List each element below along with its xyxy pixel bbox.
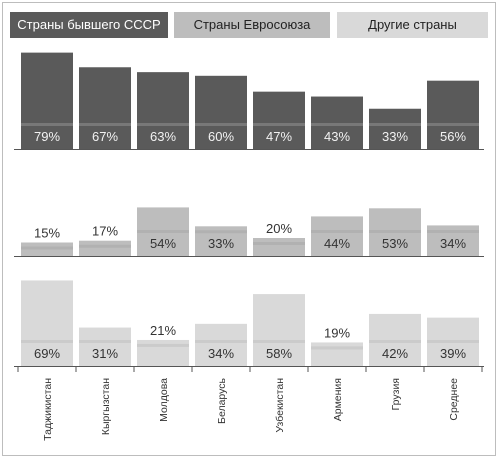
bar-cis-4	[195, 75, 247, 149]
value-label-cis-6: 43%	[324, 129, 350, 144]
value-label-eu-7: 53%	[382, 236, 408, 251]
bar-shading-eu-8	[427, 230, 479, 233]
legend-item-other: Другие страны	[337, 12, 488, 38]
bar-shading-other-6	[311, 346, 363, 350]
category-label-5: Узбекистан	[274, 378, 286, 433]
bar-eu-5	[253, 238, 305, 256]
bar-cis-3	[137, 72, 189, 149]
value-label-cis-4: 60%	[208, 129, 234, 144]
bar-shading-eu-2	[79, 244, 131, 248]
value-label-eu-5: 20%	[266, 221, 292, 236]
bar-cis-8	[427, 80, 479, 149]
bar-shading-other-8	[427, 340, 479, 343]
bar-cis-5	[253, 91, 305, 149]
value-label-other-7: 42%	[382, 346, 408, 361]
category-label-3: Молдова	[158, 378, 170, 422]
value-label-other-1: 69%	[34, 346, 60, 361]
bar-shading-eu-6	[311, 230, 363, 233]
value-label-cis-2: 67%	[92, 129, 118, 144]
bar-shading-eu-3	[137, 230, 189, 233]
value-label-other-3: 21%	[150, 323, 176, 338]
value-label-other-8: 39%	[440, 346, 466, 361]
value-label-cis-7: 33%	[382, 129, 408, 144]
bar-shading-cis-2	[79, 123, 131, 126]
value-label-cis-8: 56%	[440, 129, 466, 144]
bar-shading-other-1	[21, 340, 73, 343]
bar-shading-cis-8	[427, 123, 479, 126]
value-label-eu-4: 33%	[208, 236, 234, 251]
bar-other-2	[79, 327, 131, 366]
legend-item-eu: Страны Евросоюза	[174, 12, 330, 38]
bar-shading-eu-4	[195, 230, 247, 234]
category-label-4: Беларусь	[216, 377, 228, 423]
category-label-2: Кыргызстан	[100, 378, 112, 435]
value-label-eu-2: 17%	[92, 224, 118, 239]
bar-shading-cis-6	[311, 123, 363, 126]
bar-eu-6	[311, 216, 363, 256]
legend-item-cis: Страны бывшего СССР	[10, 12, 168, 38]
bar-other-3	[137, 339, 189, 366]
bar-shading-cis-7	[369, 123, 421, 126]
value-label-other-2: 31%	[92, 346, 118, 361]
value-label-eu-8: 34%	[440, 236, 466, 251]
bar-shading-other-3	[137, 343, 189, 347]
bar-shading-cis-4	[195, 123, 247, 126]
bar-shading-cis-3	[137, 123, 189, 126]
bar-cis-2	[79, 67, 131, 149]
bar-shading-other-4	[195, 340, 247, 343]
value-label-other-5: 58%	[266, 346, 292, 361]
value-label-eu-3: 54%	[150, 236, 176, 251]
bar-cis-7	[369, 108, 421, 149]
bar-shading-cis-5	[253, 123, 305, 126]
bar-other-6	[311, 342, 363, 366]
bar-shading-eu-7	[369, 230, 421, 233]
bar-shading-eu-1	[21, 246, 73, 250]
bar-shading-eu-5	[253, 242, 305, 245]
category-label-8: Среднее	[448, 378, 460, 421]
bar-shading-other-7	[369, 340, 421, 343]
value-label-cis-5: 47%	[266, 129, 292, 144]
bar-other-4	[195, 323, 247, 366]
value-label-other-4: 34%	[208, 346, 234, 361]
bar-cis-1	[21, 52, 73, 150]
value-label-cis-3: 63%	[150, 129, 176, 144]
category-label-1: Таджикистан	[42, 378, 54, 441]
category-label-6: Армения	[332, 378, 344, 421]
bar-other-5	[253, 294, 305, 366]
bar-eu-2	[79, 240, 131, 256]
value-label-cis-1: 79%	[34, 129, 60, 144]
value-label-eu-6: 44%	[324, 236, 350, 251]
bar-shading-other-5	[253, 340, 305, 343]
bar-other-7	[369, 313, 421, 366]
value-label-other-6: 19%	[324, 325, 350, 340]
bar-shading-cis-1	[21, 123, 73, 126]
bar-shading-other-2	[79, 340, 131, 343]
bar-other-1	[21, 280, 73, 366]
category-label-7: Грузия	[390, 378, 402, 410]
bar-cis-6	[311, 96, 363, 149]
value-label-eu-1: 15%	[34, 226, 60, 241]
